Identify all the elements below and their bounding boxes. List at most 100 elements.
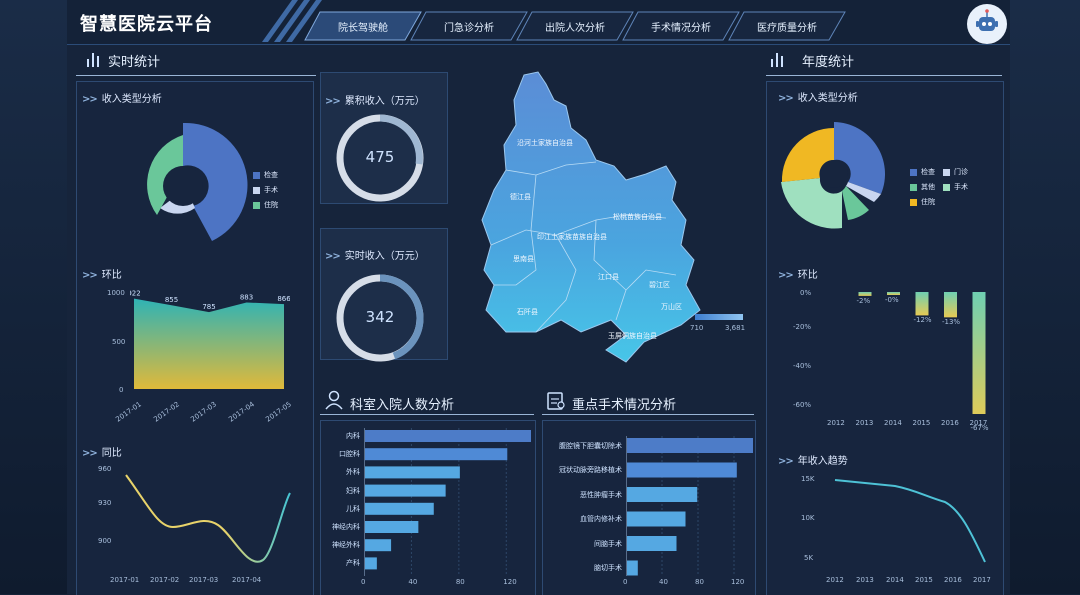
x-tick: 2016: [941, 419, 959, 427]
y-tick: 0%: [800, 289, 812, 297]
x-tick: 2014: [884, 419, 902, 427]
bar: [365, 484, 446, 497]
dept-bar-chart: [364, 428, 531, 576]
x-tick: 0: [623, 578, 628, 586]
bar: [858, 292, 872, 296]
data-label: -2%: [856, 296, 871, 305]
surgery-bar-chart: [626, 436, 753, 576]
legend-item: 检查: [910, 167, 935, 177]
tab-quality[interactable]: 医疗质量分析: [728, 11, 846, 41]
map-visual-scale[interactable]: [695, 314, 743, 320]
bar: [627, 511, 686, 527]
x-tick: 2015: [912, 419, 931, 427]
cumulative-income-card: [320, 72, 448, 204]
map-label: 松桃苗族自治县: [613, 213, 662, 221]
bar: [627, 487, 698, 502]
person-icon: [325, 390, 343, 410]
page-title: 智慧医院云平台: [80, 14, 213, 35]
annual-trend-line-chart: [834, 479, 986, 563]
x-tick: 2017: [973, 576, 991, 584]
robot-icon: [976, 9, 998, 31]
tab-discharge[interactable]: 出院人次分析: [516, 11, 634, 41]
y-tick: 960: [98, 465, 112, 473]
x-tick: 2012: [826, 576, 844, 584]
left-backdrop: [0, 0, 67, 594]
y-tick: 15K: [801, 475, 815, 483]
map-label: 石阡县: [517, 308, 538, 316]
bar: [627, 462, 737, 478]
data-label: -0%: [885, 296, 899, 304]
data-label: 785: [202, 303, 215, 311]
x-tick: 2016: [944, 576, 962, 584]
map-label: 玉屏侗族自治县: [608, 332, 657, 340]
category-label: 外科: [346, 468, 360, 477]
yoy-title: >> 同比: [82, 448, 122, 459]
y-tick: 10K: [801, 514, 815, 522]
y-tick: 0: [119, 386, 124, 394]
y-tick: 900: [98, 537, 112, 545]
category-label: 神经外科: [332, 541, 360, 550]
yoy-line-chart: [125, 474, 291, 563]
bar: [944, 292, 957, 318]
data-label: 922: [130, 290, 141, 298]
y-tick: -40%: [793, 362, 812, 370]
data-label: 855: [165, 296, 178, 304]
tab-dean-cockpit[interactable]: 院长驾驶舱: [304, 11, 422, 41]
category-label: 神经内科: [332, 523, 360, 531]
y-tick: 930: [98, 499, 112, 507]
category-label: 口腔科: [339, 450, 360, 459]
x-tick: 2017: [969, 419, 988, 427]
tab-surgery[interactable]: 手术情况分析: [622, 11, 740, 41]
right-backdrop: [1010, 0, 1080, 594]
x-tick: 2014: [886, 576, 904, 584]
data-label: -13%: [942, 318, 961, 327]
legend-item: 手术: [253, 185, 278, 195]
y-tick: 1000: [107, 289, 125, 297]
legend-item: 检查: [253, 170, 278, 180]
cumulative-income-value: 475: [365, 148, 395, 166]
bar: [887, 292, 900, 295]
category-label: 脑切手术: [594, 564, 622, 572]
divider: [320, 414, 534, 415]
annual-trend-title: >> 年收入趋势: [778, 456, 848, 467]
annual-mom-bar-chart: [858, 292, 986, 414]
x-tick: 80: [455, 578, 465, 586]
x-tick: 2017-04: [232, 576, 262, 584]
assistant-avatar[interactable]: [967, 4, 1007, 44]
x-tick: 120: [731, 578, 745, 586]
bar: [915, 292, 929, 316]
scale-max: 3,681: [725, 324, 746, 332]
mom-area-chart: 922 855 785 883 866: [130, 290, 290, 389]
data-label: -67%: [970, 423, 989, 432]
bar: [365, 502, 434, 515]
category-label: 产科: [346, 559, 360, 568]
map-label: 沿河土家族自治县: [517, 139, 573, 147]
dept-admission-header: 科室入院人数分析: [324, 390, 534, 414]
x-tick: 2017-02: [150, 576, 180, 584]
annual-mom-title: >> 环比: [778, 270, 818, 281]
divider: [542, 414, 754, 415]
annual-stats-header: 年度统计: [770, 49, 990, 71]
data-label: 866: [277, 295, 290, 303]
map-label: 万山区: [661, 303, 682, 311]
annual-income-type-title: >> 收入类型分析: [778, 93, 858, 104]
header-stripes-decoration: [262, 0, 322, 42]
bar: [365, 521, 419, 533]
data-label: 883: [240, 293, 253, 301]
divider: [76, 75, 316, 76]
legend-item: 住院: [253, 200, 278, 210]
bar: [365, 539, 392, 552]
divider: [766, 75, 1002, 76]
map-label: 思南县: [513, 255, 534, 263]
realtime-income-ring: [336, 274, 424, 362]
map-label: 碧江区: [649, 281, 670, 289]
category-label: 腹腔镜下胆囊切除术: [559, 441, 622, 450]
x-tick: 2012: [827, 419, 845, 427]
x-tick: 2017-01: [110, 576, 140, 584]
income-type-donut: [147, 122, 248, 241]
tab-outpatient[interactable]: 门急诊分析: [410, 11, 528, 41]
x-tick: 0: [361, 578, 366, 586]
category-label: 儿科: [346, 504, 360, 513]
legend-item: 门诊: [943, 167, 968, 177]
bar: [365, 448, 508, 461]
